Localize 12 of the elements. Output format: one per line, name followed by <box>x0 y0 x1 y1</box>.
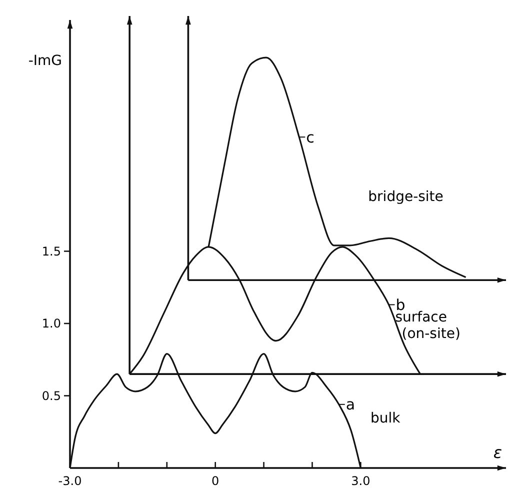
x-axis-title: ε <box>493 443 502 462</box>
x-tick-label: -3.0 <box>58 474 82 488</box>
annotation: c <box>306 128 314 146</box>
x-tick-label: 3.0 <box>351 474 370 488</box>
annotation: bulk <box>370 410 402 427</box>
x-tick-label: 0 <box>212 474 220 488</box>
y-tick-label: 0.5 <box>42 388 61 403</box>
annotation: bridge-site <box>368 188 444 205</box>
y-axis-title: -ImG <box>28 53 62 69</box>
y-tick-label: 1.0 <box>42 316 61 331</box>
y-tick-label: 1.5 <box>42 244 61 258</box>
annotation: a <box>346 396 356 414</box>
